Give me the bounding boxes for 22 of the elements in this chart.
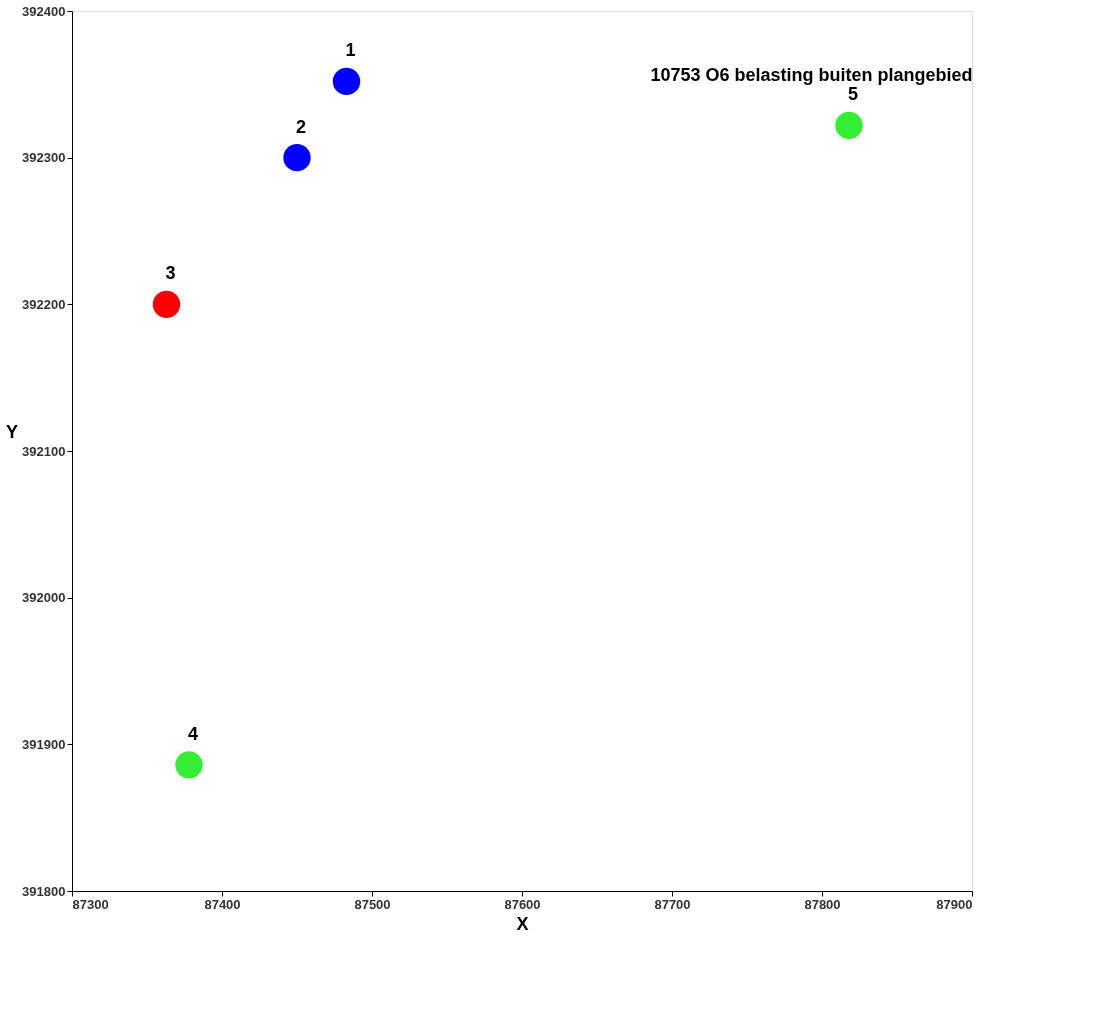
annotation: 4 (187, 723, 199, 744)
x-tick-label: 87800 (804, 896, 841, 912)
annotation: 1 (345, 40, 356, 61)
annotation: 2 (295, 116, 307, 137)
x-tick-label: 87900 (936, 896, 973, 912)
y-tick-label: 391800 (22, 883, 66, 899)
y-tick-label: 392000 (22, 590, 66, 606)
annotation: 5 (847, 84, 859, 105)
y-tick-label: 392200 (22, 296, 66, 312)
x-tick-label: 87600 (504, 896, 541, 912)
x-tick-label: 87700 (654, 896, 691, 912)
annotation: 3 (165, 263, 176, 284)
y-tick-label: 392400 (22, 3, 66, 19)
y-tick-label: 391900 (22, 736, 66, 752)
x-tick-label: 87300 (72, 896, 109, 912)
text: 10753 O6 belasting buiten plangebied (650, 65, 973, 85)
x-axis-title: X (516, 913, 529, 934)
x-tick-label: 87500 (354, 896, 391, 912)
x-tick-label: 87400 (204, 896, 241, 912)
y-axis-title: Y (6, 421, 19, 442)
y-tick-label: 392300 (22, 150, 66, 166)
y-tick-label: 392100 (22, 443, 66, 459)
